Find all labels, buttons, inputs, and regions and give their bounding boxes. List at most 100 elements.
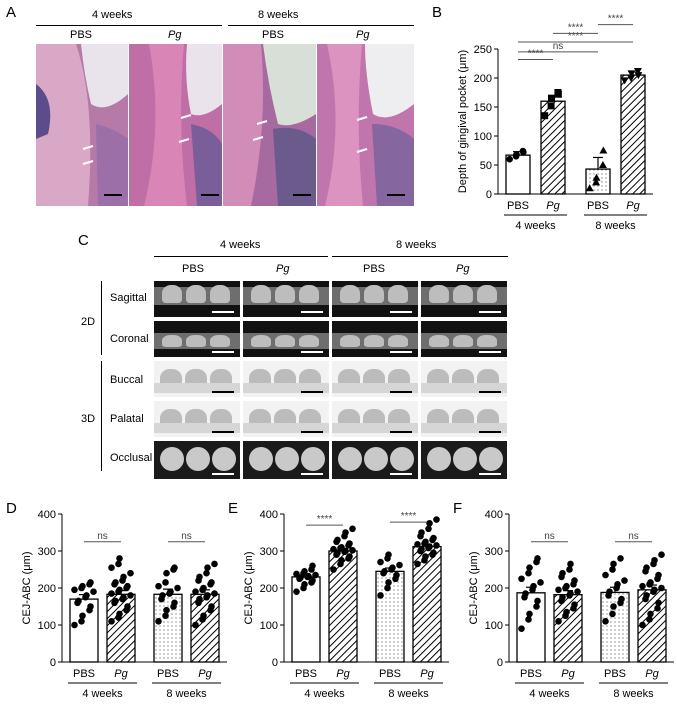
data-point: [309, 562, 316, 570]
data-point: [377, 558, 384, 566]
data-point: [655, 599, 662, 607]
data-point: [541, 112, 549, 120]
data-point: [108, 618, 115, 625]
data-point: [200, 612, 207, 620]
data-point: [555, 618, 562, 625]
data-point: [655, 571, 662, 579]
data-point: [381, 568, 388, 575]
data-point: [108, 564, 115, 571]
x-category-label: Pg: [626, 200, 640, 212]
data-point: [338, 544, 345, 551]
data-point: [71, 621, 78, 629]
data-point: [530, 582, 537, 590]
data-point: [643, 564, 650, 571]
data-point: [627, 75, 636, 82]
micro-ct-image-5-4: [421, 441, 507, 479]
group-label: 4 weeks: [529, 688, 570, 700]
y-tick-label: 400: [38, 509, 56, 521]
data-point: [426, 519, 433, 527]
data-point: [617, 555, 624, 562]
chart-d-cej-abc: 0 100 200 300 400 CEJ-ABC (μm) PBS Pg PBS Pg 4 wee…: [21, 509, 227, 700]
micro-ct-image-1-2: [243, 281, 329, 317]
data-point: [574, 588, 581, 595]
data-point: [174, 584, 181, 592]
data-point: [112, 579, 119, 586]
y-axis-label: CEJ-ABC (μm): [468, 552, 480, 625]
x-category-label: PBS: [295, 668, 317, 680]
panel-a-group2-line: [228, 25, 414, 26]
data-point: [639, 621, 646, 629]
panel-f-letter: F: [453, 500, 463, 517]
data-point: [654, 605, 661, 612]
micro-ct-image-3-3: [332, 361, 418, 397]
bar: [106, 593, 136, 663]
data-point: [162, 579, 169, 586]
y-axis-label: CEJ-ABC (μm): [243, 552, 255, 625]
panel-c-row-occlusal: Occlusal: [110, 452, 153, 464]
data-point: [518, 625, 525, 632]
x-category-label: PBS: [157, 668, 179, 680]
data-point: [163, 569, 170, 577]
data-point: [525, 616, 532, 623]
panel-c-letter: C: [78, 232, 89, 249]
data-point: [377, 592, 384, 599]
data-point: [633, 68, 642, 76]
x-category-label: Pg: [645, 668, 659, 680]
data-point: [592, 178, 601, 186]
data-point: [651, 586, 658, 594]
micro-ct-image-3-2: [243, 361, 329, 397]
panel-a-group1-line: [36, 25, 222, 26]
data-point: [120, 593, 127, 601]
y-tick-label: 300: [485, 546, 503, 558]
data-point: [203, 569, 210, 577]
x-category-label: PBS: [587, 200, 609, 212]
panel-e-letter: E: [228, 500, 239, 517]
data-point: [609, 610, 616, 618]
data-point: [599, 146, 608, 154]
data-point: [526, 610, 533, 618]
data-point: [124, 603, 131, 610]
panel-c-group2-label: 8 weeks: [396, 239, 437, 251]
data-point: [559, 593, 566, 601]
chart-b-gingival-pocket: 0 50 100 150 200 250 Depth of gingival pocket …: [457, 14, 653, 232]
data-point: [208, 603, 215, 610]
data-point: [159, 592, 166, 599]
data-point: [120, 573, 127, 581]
micro-ct-image-3-1: [154, 361, 240, 397]
significance-label: ****: [608, 14, 624, 25]
panel-c-group1-line: [154, 256, 328, 257]
data-point: [163, 606, 170, 614]
data-point: [563, 582, 570, 590]
data-point: [71, 586, 78, 594]
panel-a-group1-label: 4 weeks: [92, 9, 133, 21]
data-point: [658, 551, 665, 558]
data-point: [522, 590, 529, 597]
data-point: [418, 545, 425, 553]
data-point: [559, 569, 566, 577]
micro-ct-image-2-1: [154, 321, 240, 357]
data-point: [571, 577, 578, 584]
data-point: [567, 590, 574, 597]
data-point: [566, 566, 573, 573]
data-point: [171, 599, 178, 607]
data-point: [78, 618, 85, 625]
data-point: [430, 534, 437, 542]
x-category-label: PBS: [73, 668, 95, 680]
y-tick-label: 0: [272, 657, 278, 669]
micro-ct-image-4-1: [154, 401, 240, 437]
bar: [153, 593, 183, 663]
bar: [553, 594, 583, 663]
data-point: [433, 542, 440, 549]
data-point: [598, 161, 607, 168]
data-point: [171, 564, 178, 571]
y-axis-label: Depth of gingival pocket (μm): [457, 50, 469, 193]
significance-label: ****: [568, 31, 584, 42]
data-point: [192, 621, 199, 629]
data-point: [155, 582, 162, 590]
data-point: [414, 541, 421, 548]
data-point: [520, 148, 527, 156]
data-point: [127, 592, 134, 599]
histology-image-pg-8w: [317, 44, 414, 206]
micro-ct-image-5-3: [332, 441, 418, 479]
histology-image-pbs-8w: [223, 44, 316, 206]
